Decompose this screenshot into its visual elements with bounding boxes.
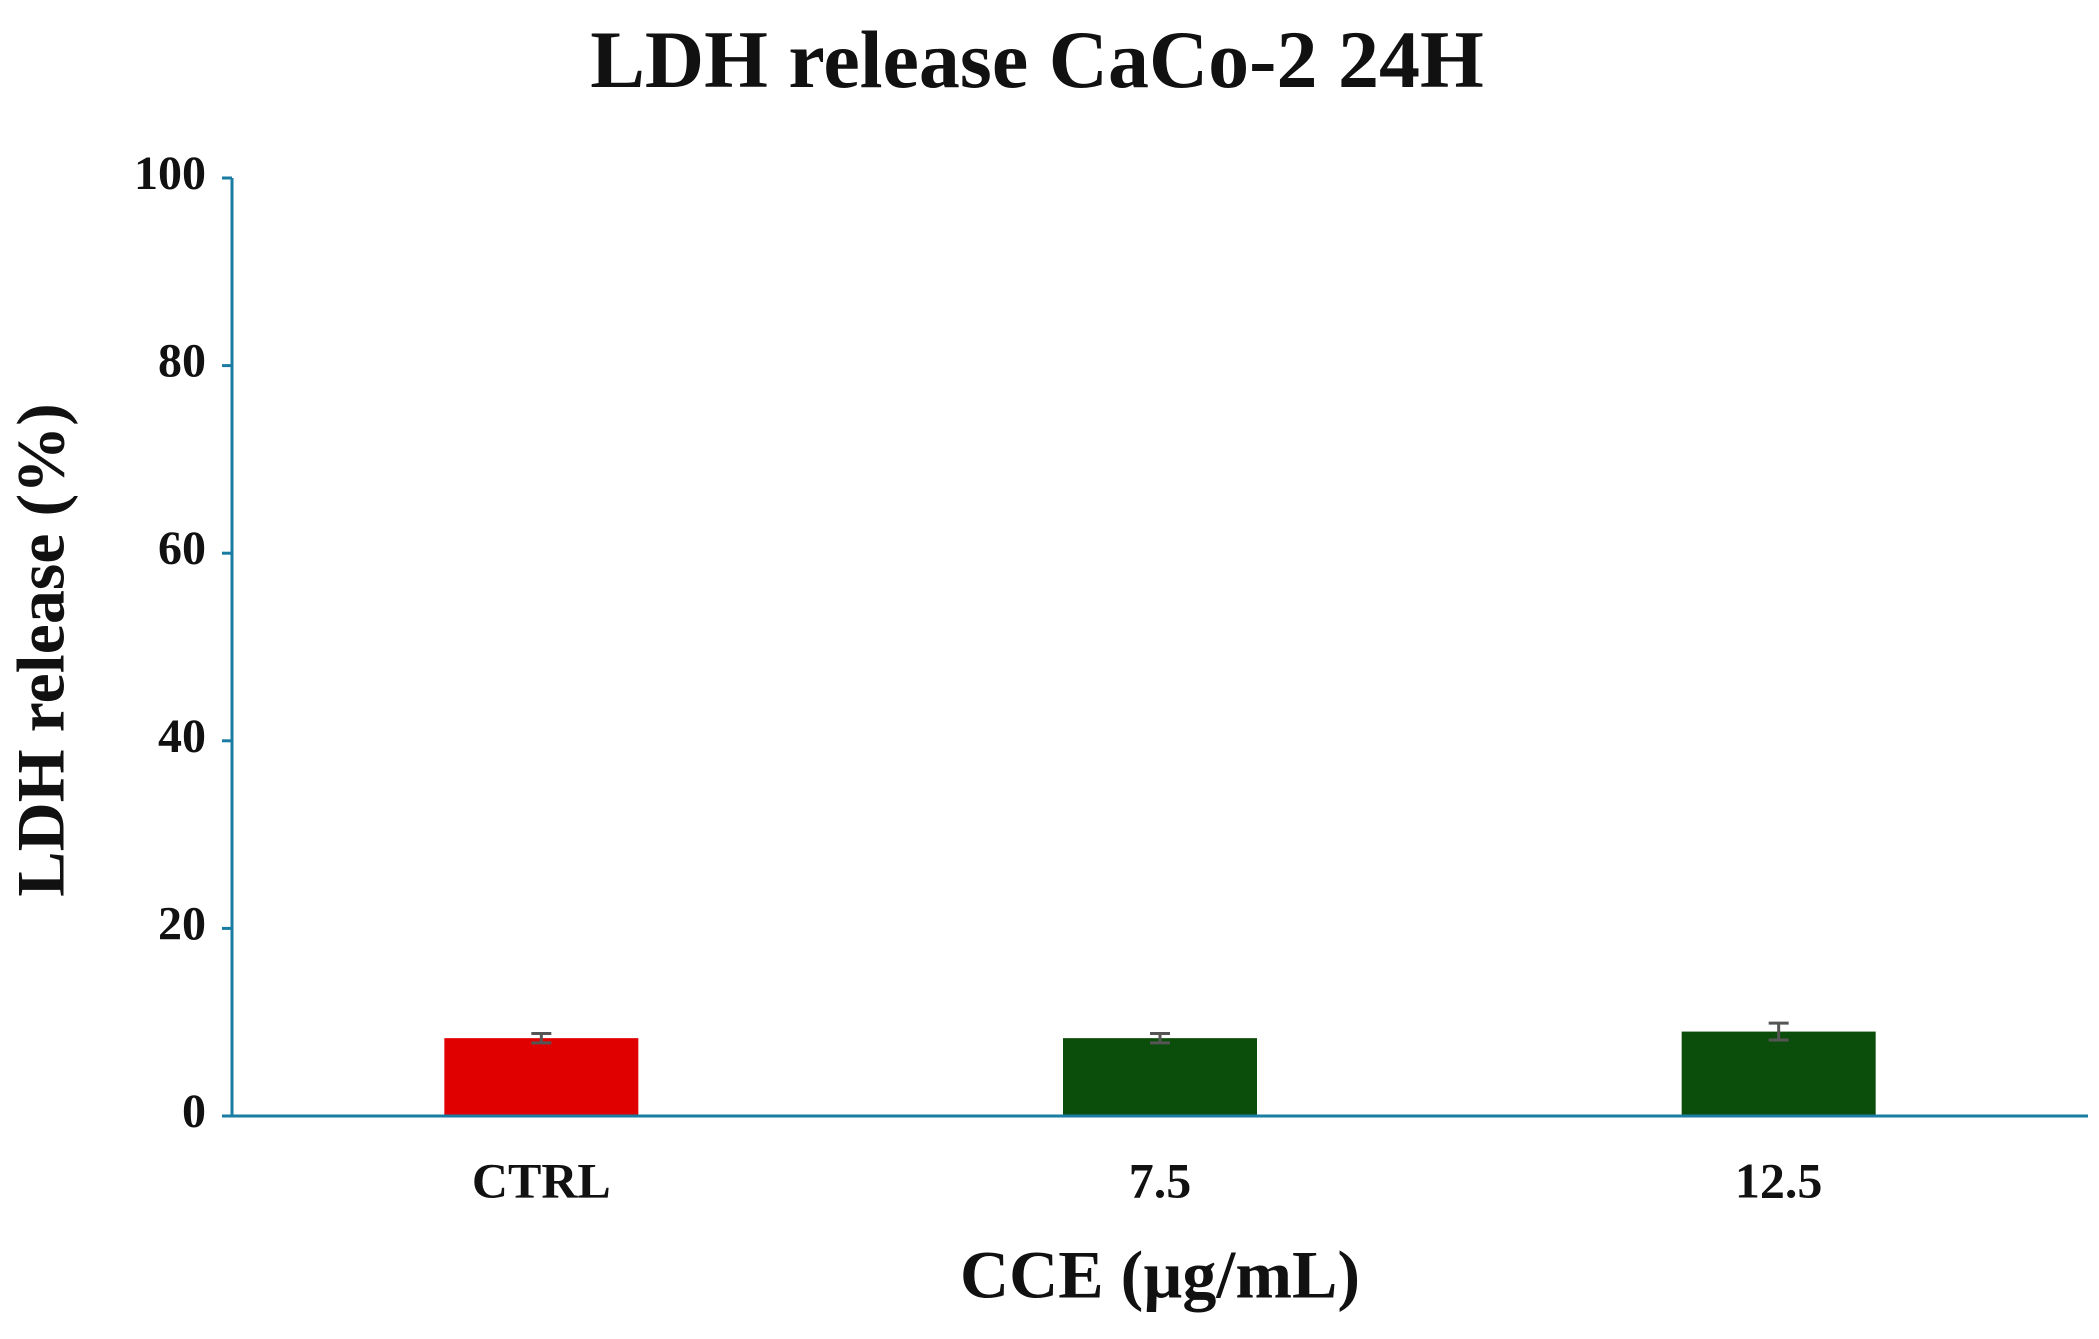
- bar: [1681, 1031, 1876, 1116]
- y-tick-label: 60: [158, 522, 206, 575]
- y-axis-title: LDH release (%): [3, 403, 79, 897]
- x-tick-label: 12.5: [1735, 1152, 1823, 1208]
- y-tick-label: 40: [158, 710, 206, 763]
- error-bar: [1150, 1031, 1170, 1045]
- y-tick-label: 0: [182, 1085, 206, 1138]
- chart-title: LDH release CaCo-2 24H: [590, 14, 1484, 105]
- error-bar: [531, 1031, 552, 1045]
- x-axis-title: CCE (µg/mL): [960, 1237, 1360, 1313]
- bar: [1063, 1038, 1257, 1116]
- x-tick-label: CTRL: [472, 1152, 611, 1208]
- y-tick-label: 20: [158, 897, 206, 950]
- bar: [444, 1038, 639, 1116]
- x-tick-label: 7.5: [1129, 1152, 1192, 1208]
- error-bar: [1768, 1021, 1789, 1042]
- y-tick-label: 80: [158, 335, 206, 388]
- y-tick-label: 100: [134, 147, 206, 200]
